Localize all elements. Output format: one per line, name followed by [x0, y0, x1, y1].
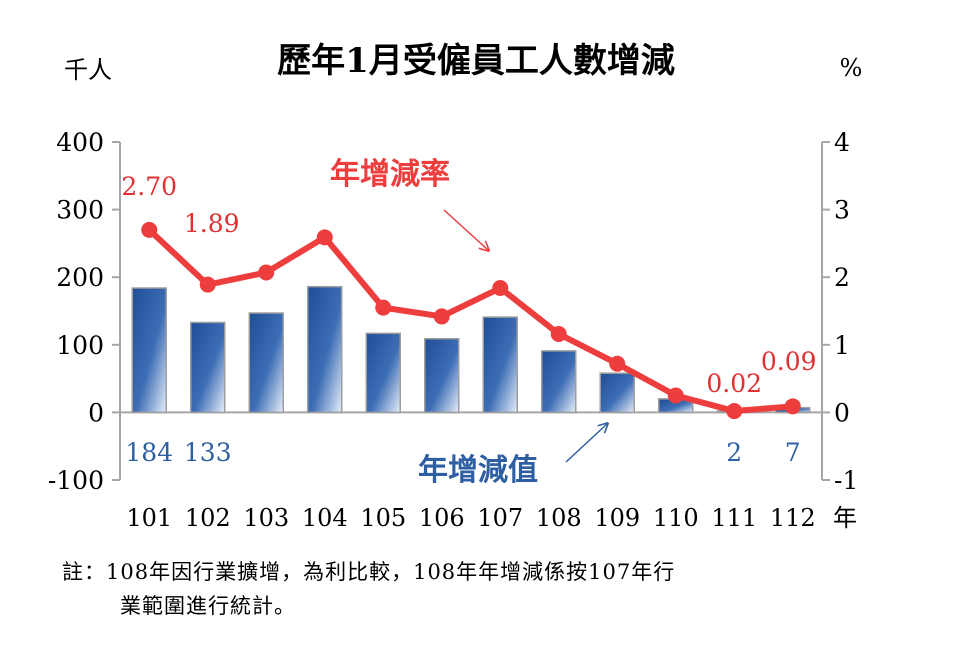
rate-point	[492, 280, 509, 297]
rate-point	[375, 299, 392, 316]
left-tick-label: 300	[56, 196, 104, 225]
rate-point	[667, 387, 684, 404]
x-tick-label: 112	[770, 504, 816, 532]
legend-rate-label: 年增減率	[330, 157, 450, 192]
bar	[248, 312, 284, 414]
line-labels: 2.701.89 0.020.09	[121, 172, 816, 398]
right-axis-unit: %	[840, 54, 863, 82]
left-tick-label: 200	[56, 263, 104, 292]
x-tick-label: 107	[477, 504, 523, 532]
bars	[131, 285, 811, 414]
chart-title: 歷年1月受僱員工人數增減	[277, 41, 675, 81]
right-tick-label: 1	[834, 331, 850, 360]
rate-line	[147, 227, 793, 415]
footnote: 註：108年因行業擴增，為利比較，108年年增減係按107年行 業範圍進行統計。	[62, 555, 675, 623]
rate-point	[141, 221, 158, 238]
bar-value-label: 133	[184, 438, 232, 467]
x-tick-label: 101	[126, 504, 172, 532]
bar	[307, 285, 343, 414]
x-tick-label: 106	[419, 504, 465, 532]
x-tick-label: 103	[243, 504, 289, 532]
rate-point	[609, 355, 626, 372]
right-tick-label: -1	[834, 466, 858, 495]
footnote-line-2: 業範圍進行統計。	[120, 594, 296, 618]
rate-point	[726, 403, 743, 420]
x-tick-label: 110	[653, 504, 699, 532]
rate-point	[784, 398, 801, 415]
left-tick-label: 100	[56, 331, 104, 360]
legend-value-arrow	[565, 424, 607, 463]
bar	[541, 350, 577, 414]
bar	[190, 321, 226, 414]
left-axis-unit: 千人	[64, 56, 112, 84]
right-tick-label: 0	[834, 398, 850, 427]
right-tick-label: 2	[834, 263, 850, 292]
legend-rate-arrow	[443, 209, 488, 250]
bar-value-label: 184	[125, 438, 173, 467]
rate-value-label: 0.09	[761, 347, 817, 376]
left-tick-label: -100	[48, 466, 104, 495]
left-tick-label: 0	[88, 398, 104, 427]
rate-value-label: 2.70	[121, 172, 177, 201]
bar	[131, 287, 167, 414]
x-tick-label: 108	[536, 504, 582, 532]
right-tick-label: 3	[834, 196, 850, 225]
x-tick-label: 111	[711, 504, 757, 532]
x-tick-label: 109	[594, 504, 640, 532]
bar-value-label: 7	[785, 438, 801, 467]
bar	[365, 332, 401, 414]
bar	[599, 372, 635, 414]
x-axis-unit: 年	[833, 504, 857, 532]
rate-point	[258, 264, 275, 281]
footnote-line-1: 註：108年因行業擴增，為利比較，108年年增減係按107年行	[62, 560, 676, 584]
axes: -100 0 100 200 300 400 -1 0 1 2 3 4	[48, 128, 859, 495]
rate-point	[550, 325, 567, 342]
rate-value-label: 0.02	[706, 369, 762, 398]
rate-point	[433, 308, 450, 325]
x-tick-label: 104	[302, 504, 348, 532]
bar	[482, 316, 518, 414]
left-tick-label: 400	[56, 128, 104, 157]
rate-value-label: 1.89	[184, 209, 240, 238]
legend-value-label: 年增減值	[418, 453, 538, 488]
x-tick-label: 105	[360, 504, 406, 532]
rate-point	[199, 276, 216, 293]
x-tick-label: 102	[185, 504, 231, 532]
right-tick-label: 4	[834, 128, 850, 157]
line-series	[141, 221, 801, 420]
bar-labels: 184 133 2 7	[125, 438, 800, 467]
x-ticks: 101 102 103 104 105 106 107 108 109 110 111 112	[126, 504, 815, 532]
bar	[424, 337, 460, 414]
bar-value-label: 2	[726, 438, 742, 467]
rate-point	[316, 229, 333, 246]
